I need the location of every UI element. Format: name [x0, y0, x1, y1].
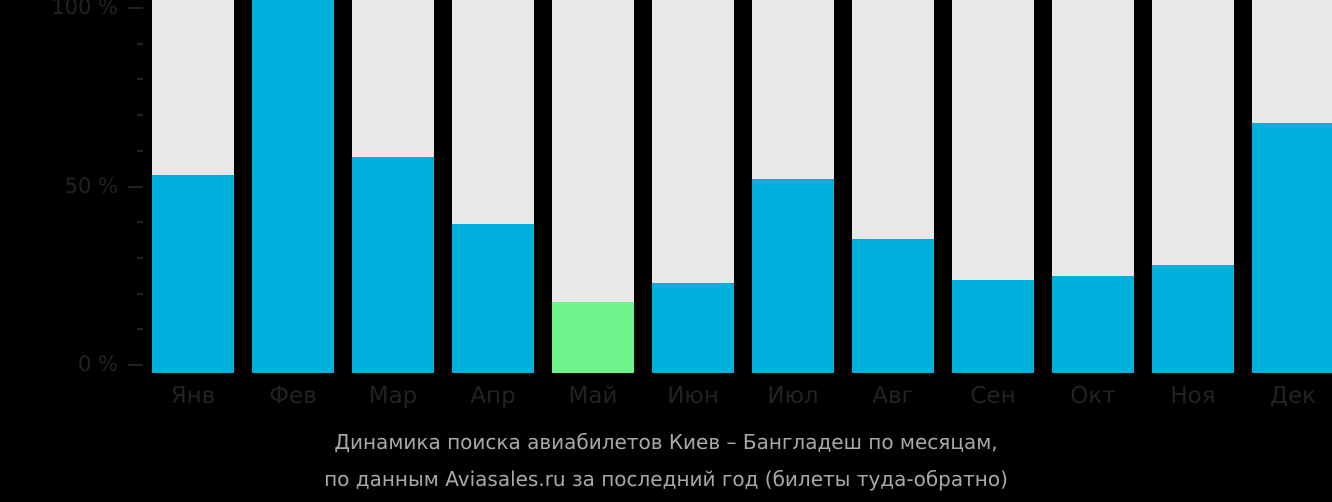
- bar-8: [852, 0, 934, 373]
- minor-tick: [137, 42, 143, 45]
- x-tick-label: Авг: [872, 383, 914, 409]
- bar-fill: [952, 279, 1034, 373]
- x-tick-label: Янв: [170, 383, 216, 409]
- bar-fill: [652, 283, 734, 373]
- bar-fill: [752, 179, 834, 373]
- chart-title: Динамика поиска авиабилетов Киев – Бангл…: [334, 430, 998, 454]
- x-tick-label: Мар: [368, 383, 418, 409]
- bar-9: [952, 0, 1034, 373]
- bar-fill: [552, 302, 634, 373]
- x-tick-label: Ноя: [1170, 383, 1216, 409]
- bar-fill: [1052, 276, 1134, 373]
- x-tick-label: Июн: [667, 383, 719, 409]
- bar-1: [152, 0, 234, 373]
- minor-tick: [137, 221, 143, 224]
- minor-tick: [137, 256, 143, 259]
- minor-tick: [137, 328, 143, 331]
- bar-6: [652, 0, 734, 373]
- minor-tick: [137, 149, 143, 152]
- bar-fill: [252, 0, 334, 373]
- bar-12: [1252, 0, 1332, 373]
- x-tick-label: Сен: [970, 383, 1016, 409]
- bar-4: [452, 0, 534, 373]
- bar-5: [552, 0, 634, 373]
- major-tick: [128, 185, 143, 188]
- bar-fill: [852, 238, 934, 373]
- bar-fill: [352, 156, 434, 373]
- bar-fill: [1152, 264, 1234, 373]
- x-tick-label: Дек: [1269, 383, 1316, 409]
- bar-10: [1052, 0, 1134, 373]
- x-tick-label: Апр: [470, 383, 516, 409]
- bar-3: [352, 0, 434, 373]
- bar-fill: [452, 223, 534, 373]
- y-tick-label: 0 %: [78, 352, 118, 376]
- y-tick-label: 50 %: [64, 173, 118, 198]
- bar-11: [1152, 0, 1234, 373]
- x-tick-label: Май: [568, 383, 618, 409]
- bar-2: [252, 0, 334, 373]
- chart-subtitle: по данным Aviasales.ru за последний год …: [324, 467, 1008, 491]
- bar-fill: [1252, 123, 1332, 373]
- minor-tick: [137, 114, 143, 117]
- major-tick: [128, 364, 143, 366]
- minor-tick: [137, 292, 143, 295]
- x-tick-label: Июл: [767, 383, 819, 409]
- bar-7: [752, 0, 834, 373]
- major-tick: [128, 7, 143, 9]
- x-tick-label: Фев: [269, 383, 317, 409]
- y-tick-label: 100 %: [51, 0, 118, 19]
- minor-tick: [137, 78, 143, 81]
- x-tick-label: Окт: [1070, 383, 1116, 409]
- bar-fill: [152, 175, 234, 373]
